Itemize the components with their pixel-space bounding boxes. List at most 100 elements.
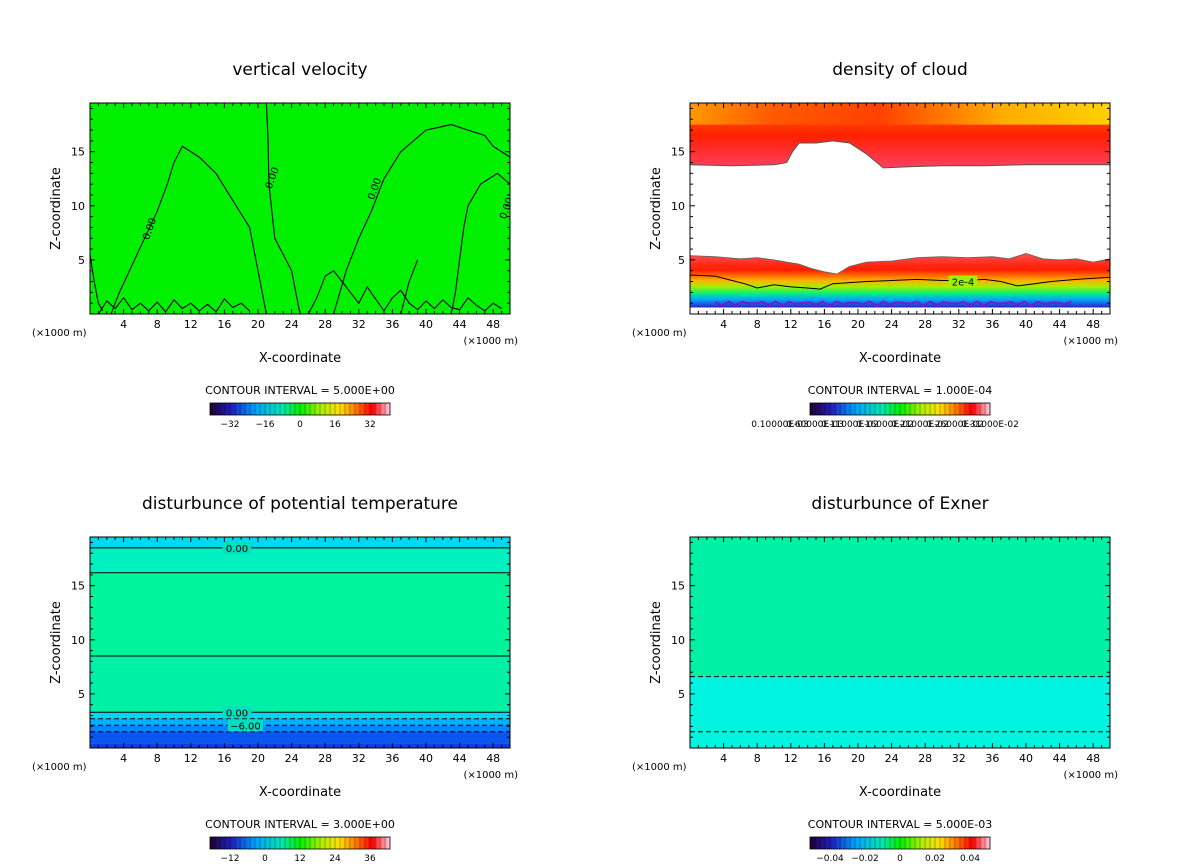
x-tick-label: 12 (184, 318, 198, 331)
x-axis-label: X-coordinate (859, 785, 941, 800)
x-tick-label: 48 (486, 318, 500, 331)
x-tick-label: 24 (885, 318, 899, 331)
colorbar-tick-label: 0.04 (960, 854, 980, 864)
y-tick-label: 5 (678, 254, 685, 267)
field-band (90, 731, 510, 744)
contour-line (307, 269, 502, 314)
contour-line (110, 145, 267, 314)
panel-vertical-velocity: 0.000.00 0.000.004 8 12 16 20 24 28 32 36 40 44 4851… (32, 60, 518, 430)
x-unit-label-right: (×1000 m) (463, 770, 518, 781)
x-tick-label: 4 (120, 318, 127, 331)
x-unit-label-left: (×1000 m) (632, 762, 687, 773)
x-tick-label: 32 (352, 752, 366, 765)
contour-interval: CONTOUR INTERVAL = 1.000E-04 (808, 384, 992, 397)
y-tick-label: 10 (71, 200, 85, 213)
x-tick-label: 32 (952, 752, 966, 765)
colorbar-tick-label: 0.10000E-03 (751, 420, 809, 430)
y-tick-label: 15 (671, 146, 685, 159)
colorbar-tick-label: 0.31000E-02 (961, 420, 1019, 430)
y-tick-label: 5 (78, 688, 85, 701)
x-tick-label: 32 (952, 318, 966, 331)
x-unit-label-right: (×1000 m) (463, 336, 518, 347)
field-band (90, 572, 510, 657)
y-tick-label: 10 (671, 200, 685, 213)
colorbar-tick-label: 0.26000E-02 (926, 420, 984, 430)
y-axis-label: Z-coordinate (49, 167, 64, 250)
x-tick-label: 48 (486, 752, 500, 765)
x-tick-label: 20 (251, 318, 265, 331)
x-tick-label: 44 (453, 752, 467, 765)
field-band (690, 537, 1110, 677)
colorbar-tick-label: 0.21000E-02 (891, 420, 949, 430)
y-tick-label: 15 (671, 580, 685, 593)
field-band (90, 725, 510, 732)
chart-title: vertical velocity (232, 60, 367, 80)
x-tick-label: 44 (1053, 752, 1067, 765)
x-tick-label: 24 (285, 752, 299, 765)
contour-line (333, 124, 510, 314)
y-tick-label: 10 (71, 634, 85, 647)
x-tick-label: 48 (1086, 318, 1100, 331)
x-tick-label: 40 (1019, 318, 1033, 331)
chart-title: disturbunce of potential temperature (142, 494, 458, 514)
contour-label: 2e-4 (952, 278, 975, 289)
y-tick-label: 10 (671, 634, 685, 647)
y-tick-label: 15 (71, 146, 85, 159)
cloud-base-noise (714, 300, 1072, 308)
x-tick-label: 28 (918, 752, 932, 765)
x-tick-label: 16 (817, 318, 831, 331)
x-tick-label: 32 (352, 318, 366, 331)
x-tick-label: 8 (154, 752, 161, 765)
x-axis-label: X-coordinate (859, 351, 941, 366)
plot-area (690, 537, 1110, 748)
x-tick-label: 8 (754, 318, 761, 331)
x-tick-label: 40 (419, 318, 433, 331)
colorbar-tick-label: 32 (364, 420, 375, 430)
field-band (90, 718, 510, 726)
colorbar-tick-label: 16 (329, 420, 341, 430)
x-tick-label: 4 (120, 752, 127, 765)
x-tick-label: 4 (720, 318, 727, 331)
x-tick-label: 12 (784, 318, 798, 331)
x-tick-label: 36 (385, 318, 399, 331)
x-tick-label: 12 (784, 752, 798, 765)
x-tick-label: 44 (453, 318, 467, 331)
contour-line (90, 254, 104, 312)
x-tick-label: 20 (851, 752, 865, 765)
x-unit-label-left: (×1000 m) (32, 762, 87, 773)
chart-title: density of cloud (832, 60, 968, 80)
contour-interval: CONTOUR INTERVAL = 5.000E+00 (205, 384, 395, 397)
colorbar-tick-label: −16 (256, 420, 275, 430)
x-tick-label: 36 (985, 752, 999, 765)
y-axis-label: Z-coordinate (649, 601, 664, 684)
colorbar-tick-label: 0 (897, 854, 903, 864)
colorbar-tick-label: 24 (329, 854, 341, 864)
colorbar-tick-label: 0 (297, 420, 303, 430)
x-tick-label: 28 (318, 318, 332, 331)
x-tick-label: 12 (184, 752, 198, 765)
x-tick-label: 24 (285, 318, 299, 331)
x-unit-label-left: (×1000 m) (632, 328, 687, 339)
contour-interval: CONTOUR INTERVAL = 5.000E-03 (808, 818, 992, 831)
x-tick-label: 36 (985, 318, 999, 331)
x-tick-label: 8 (754, 752, 761, 765)
plot-area: 0.00 0.00 −6.00 (90, 537, 510, 748)
x-unit-label-right: (×1000 m) (1063, 336, 1118, 347)
colorbar-tick-label: 0.60000E-03 (786, 420, 844, 430)
contour-label: −6.00 (230, 721, 261, 732)
contour-label: 0.00 (226, 544, 248, 555)
contour-line (97, 296, 250, 314)
field-fill (90, 103, 510, 314)
upper-cloud-contour (690, 140, 1110, 169)
contour-interval: CONTOUR INTERVAL = 3.000E+00 (205, 818, 395, 831)
y-tick-label: 15 (71, 580, 85, 593)
x-tick-label: 16 (817, 752, 831, 765)
contour-label-bg (948, 275, 978, 288)
y-axis-label: Z-coordinate (649, 167, 664, 250)
cloud-contour-2e-4 (690, 274, 1110, 290)
field-band (90, 537, 510, 548)
colorbar-tick-label: −12 (221, 854, 240, 864)
